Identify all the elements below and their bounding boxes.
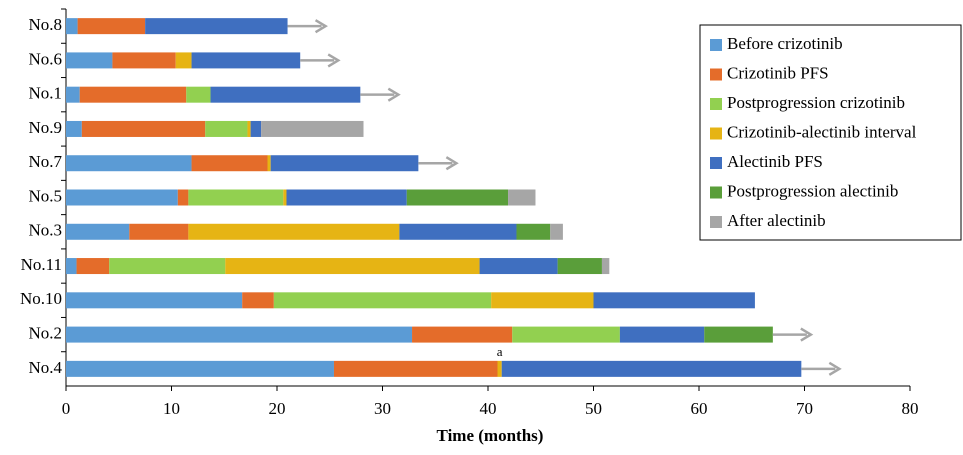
legend-label: Crizotinib-alectinib interval	[727, 122, 917, 141]
ongoing-arrowhead	[445, 156, 459, 171]
bar-segment	[109, 258, 226, 275]
bar-segment	[66, 52, 113, 69]
bar-segment	[129, 223, 189, 240]
bar-segment	[66, 189, 178, 206]
x-tick-label: 40	[480, 399, 497, 418]
bar-segment	[79, 86, 187, 103]
bar-segment	[242, 292, 274, 309]
bar-segment	[191, 155, 268, 172]
bar-segment	[66, 292, 243, 309]
bar-segment	[283, 189, 287, 206]
y-tick-label: No.8	[28, 15, 62, 34]
bar-segment	[399, 223, 517, 240]
bar-segment	[261, 120, 364, 137]
bar-segment	[66, 258, 77, 275]
bar-segment	[704, 326, 773, 343]
bar-segment	[273, 292, 492, 309]
ongoing-arrowhead	[327, 53, 341, 68]
legend-label: Postprogression crizotinib	[727, 93, 905, 112]
bar-segment	[557, 258, 602, 275]
bar-segment	[66, 120, 82, 137]
legend-label: Alectinib PFS	[727, 152, 823, 171]
bar-segment	[225, 258, 480, 275]
x-tick-label: 0	[62, 399, 71, 418]
bar-segment	[497, 360, 502, 377]
bar-segment	[66, 86, 80, 103]
bar-segment	[76, 258, 110, 275]
bar-segment	[205, 120, 248, 137]
bar-segment	[286, 189, 407, 206]
bar-segment	[145, 18, 288, 35]
bar-segment	[247, 120, 251, 137]
bar-segment	[191, 52, 301, 69]
bar-segment	[516, 223, 551, 240]
x-tick-label: 60	[691, 399, 708, 418]
ongoing-arrowhead	[828, 361, 842, 376]
legend-label: Postprogression alectinib	[727, 181, 898, 200]
bar-segment	[491, 292, 594, 309]
bar-segment	[66, 223, 130, 240]
y-tick-label: No.7	[28, 152, 62, 171]
bar-segment	[112, 52, 176, 69]
x-tick-label: 80	[902, 399, 919, 418]
y-tick-label: No.6	[28, 49, 62, 68]
bar-segment	[188, 223, 400, 240]
y-tick-label: No.10	[20, 289, 62, 308]
y-tick-label: No.9	[28, 118, 62, 137]
legend-swatch	[710, 157, 722, 169]
x-axis-label: Time (months)	[437, 426, 544, 445]
x-tick-label: 20	[269, 399, 286, 418]
ongoing-arrowhead	[800, 327, 814, 342]
x-tick-label: 50	[585, 399, 602, 418]
legend-swatch	[710, 98, 722, 110]
legend-swatch	[710, 186, 722, 199]
y-tick-label: No.4	[28, 358, 62, 377]
bar-segment	[479, 258, 558, 275]
x-tick-label: 10	[163, 399, 180, 418]
bar-segment	[81, 120, 206, 137]
bar-segment	[619, 326, 705, 343]
bar-segment	[188, 189, 284, 206]
bar-segment	[512, 326, 620, 343]
bar-segment	[412, 326, 513, 343]
ongoing-arrowhead	[387, 87, 401, 102]
bar-segment	[177, 189, 189, 206]
bar-segment	[66, 18, 78, 35]
legend-label: Before crizotinib	[727, 34, 843, 53]
bar-segment	[77, 18, 146, 35]
bar-segment	[267, 155, 271, 172]
y-tick-label: No.1	[28, 84, 62, 103]
bar-segment	[270, 155, 419, 172]
bar-segment	[333, 360, 498, 377]
bar-segment	[210, 86, 361, 103]
bar-segment	[66, 360, 334, 377]
legend-swatch	[710, 68, 722, 81]
y-tick-label: No.11	[21, 255, 62, 274]
bar-segment	[508, 189, 536, 206]
y-tick-label: No.2	[28, 323, 62, 342]
bar-segment	[66, 155, 192, 172]
legend-label: After alectinib	[727, 211, 826, 230]
bar-segment	[593, 292, 755, 309]
legend-label: Crizotinib PFS	[727, 63, 829, 82]
bar-segment	[250, 120, 262, 137]
y-tick-label: No.3	[28, 221, 62, 240]
annotation: a	[497, 344, 503, 359]
legend-swatch	[710, 127, 722, 140]
bar-segment	[501, 360, 802, 377]
legend-swatch	[710, 216, 722, 228]
legend-box	[699, 24, 962, 241]
x-tick-label: 70	[796, 399, 813, 418]
x-tick-label: 30	[374, 399, 391, 418]
bar-segment	[550, 223, 563, 240]
bar-segment	[186, 86, 211, 103]
y-tick-label: No.5	[28, 186, 62, 205]
legend-swatch	[710, 39, 722, 51]
bar-segment	[406, 189, 509, 206]
bar-segment	[175, 52, 192, 69]
bar-segment	[66, 326, 413, 343]
ongoing-arrowhead	[314, 19, 328, 34]
bar-segment	[601, 258, 610, 275]
